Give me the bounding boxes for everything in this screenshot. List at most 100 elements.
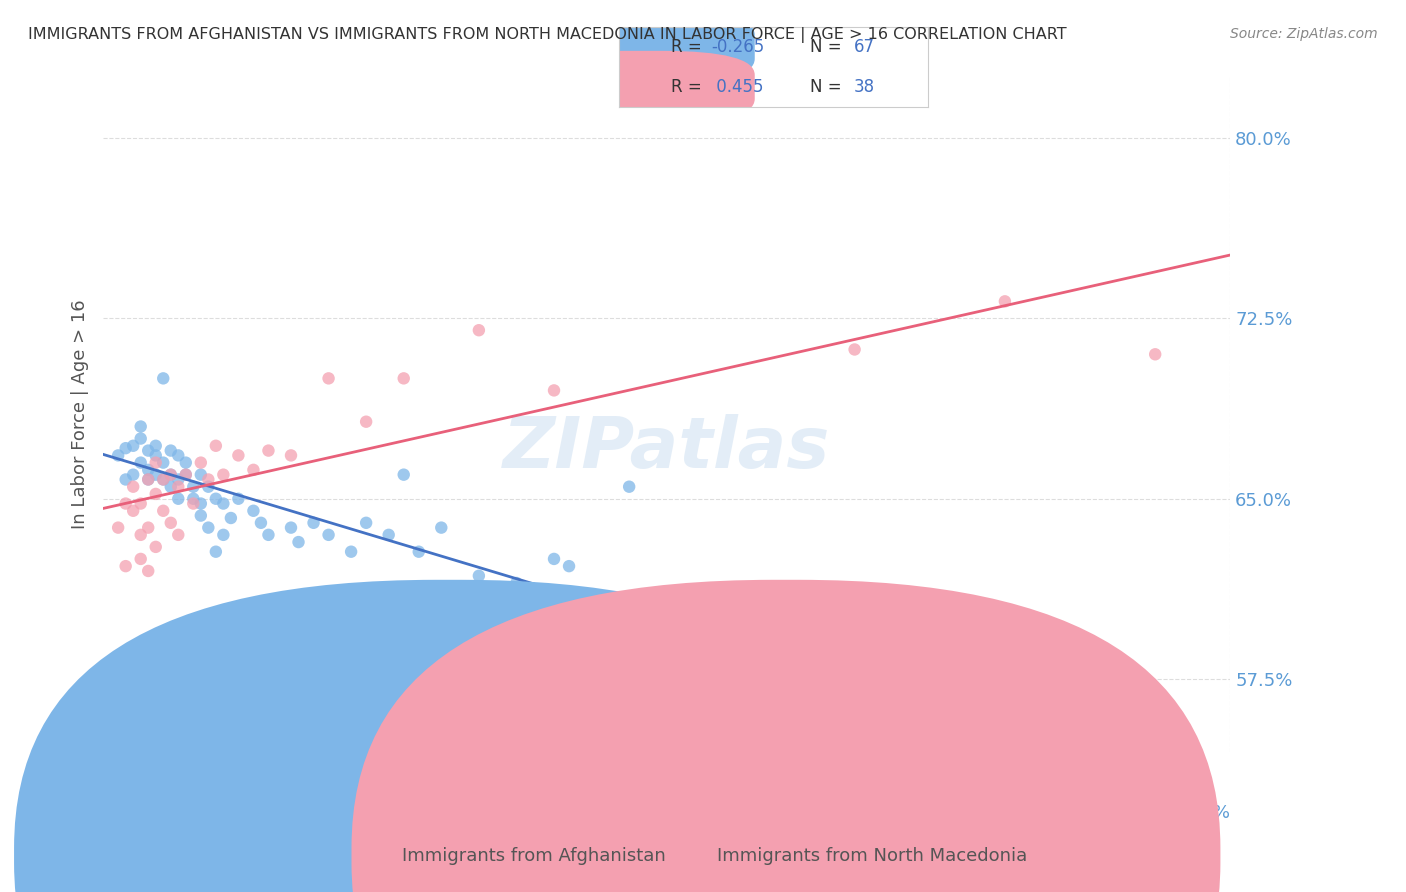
Point — [768, 684, 790, 698]
Text: 67: 67 — [853, 37, 875, 56]
Point — [617, 480, 640, 494]
Point — [377, 528, 399, 542]
Text: 0.455: 0.455 — [711, 78, 763, 96]
Point — [340, 544, 363, 558]
Text: R =: R = — [671, 78, 707, 96]
Point — [107, 449, 129, 463]
Point — [174, 456, 197, 470]
Text: Immigrants from North Macedonia: Immigrants from North Macedonia — [717, 847, 1026, 865]
Point — [212, 467, 235, 482]
Point — [408, 544, 430, 558]
Text: Source: ZipAtlas.com: Source: ZipAtlas.com — [1230, 27, 1378, 41]
Point — [257, 443, 280, 458]
Point — [468, 568, 491, 582]
Point — [136, 443, 159, 458]
Point — [505, 576, 527, 591]
Point — [129, 456, 152, 470]
Point — [212, 528, 235, 542]
Point — [159, 467, 181, 482]
Point — [228, 491, 250, 506]
Point — [136, 463, 159, 477]
Point — [145, 467, 167, 482]
Point — [783, 708, 806, 723]
Point — [280, 449, 302, 463]
Point — [904, 713, 927, 727]
Text: 38: 38 — [853, 78, 875, 96]
Point — [174, 467, 197, 482]
Point — [167, 491, 190, 506]
Point — [129, 497, 152, 511]
Point — [197, 521, 219, 535]
Point — [693, 583, 716, 598]
Point — [468, 323, 491, 337]
Point — [219, 511, 242, 525]
Point — [122, 480, 145, 494]
Point — [167, 528, 190, 542]
Point — [167, 473, 190, 487]
Point — [136, 473, 159, 487]
Point — [145, 487, 167, 501]
Point — [731, 660, 754, 674]
Text: 15.0%: 15.0% — [1174, 805, 1230, 822]
Point — [242, 463, 264, 477]
Point — [806, 673, 828, 687]
Point — [114, 559, 136, 574]
Point — [122, 504, 145, 518]
Point — [918, 704, 941, 718]
Point — [257, 528, 280, 542]
Point — [145, 439, 167, 453]
Point — [152, 473, 174, 487]
Point — [392, 467, 415, 482]
Point — [145, 540, 167, 554]
Point — [114, 497, 136, 511]
Point — [430, 521, 453, 535]
Point — [167, 480, 190, 494]
Point — [205, 544, 228, 558]
Point — [152, 473, 174, 487]
Point — [190, 508, 212, 523]
Point — [318, 371, 340, 385]
Point — [318, 528, 340, 542]
Text: IMMIGRANTS FROM AFGHANISTAN VS IMMIGRANTS FROM NORTH MACEDONIA IN LABOR FORCE | : IMMIGRANTS FROM AFGHANISTAN VS IMMIGRANT… — [28, 27, 1067, 43]
Point — [994, 713, 1017, 727]
Point — [129, 528, 152, 542]
Point — [136, 521, 159, 535]
Point — [212, 497, 235, 511]
Point — [543, 552, 565, 566]
Point — [354, 415, 377, 429]
Point — [994, 294, 1017, 309]
Text: N =: N = — [810, 78, 848, 96]
Point — [181, 491, 204, 506]
Point — [129, 419, 152, 434]
Point — [122, 467, 145, 482]
Point — [354, 516, 377, 530]
FancyBboxPatch shape — [531, 11, 755, 83]
Point — [1069, 728, 1091, 742]
Point — [190, 497, 212, 511]
Point — [205, 491, 228, 506]
Point — [114, 473, 136, 487]
Point — [122, 439, 145, 453]
Point — [709, 636, 731, 650]
Point — [844, 697, 866, 711]
Text: N =: N = — [810, 37, 848, 56]
Point — [145, 449, 167, 463]
Point — [152, 456, 174, 470]
Point — [136, 564, 159, 578]
Point — [129, 432, 152, 446]
Point — [242, 504, 264, 518]
Point — [136, 473, 159, 487]
Point — [181, 497, 204, 511]
FancyBboxPatch shape — [531, 51, 755, 123]
Point — [167, 449, 190, 463]
Point — [159, 480, 181, 494]
Y-axis label: In Labor Force | Age > 16: In Labor Force | Age > 16 — [72, 300, 89, 529]
Point — [190, 467, 212, 482]
Text: -0.265: -0.265 — [711, 37, 765, 56]
Point — [159, 467, 181, 482]
Point — [1144, 347, 1167, 361]
Text: Immigrants from Afghanistan: Immigrants from Afghanistan — [402, 847, 666, 865]
Point — [205, 439, 228, 453]
Point — [302, 516, 325, 530]
Point — [129, 552, 152, 566]
